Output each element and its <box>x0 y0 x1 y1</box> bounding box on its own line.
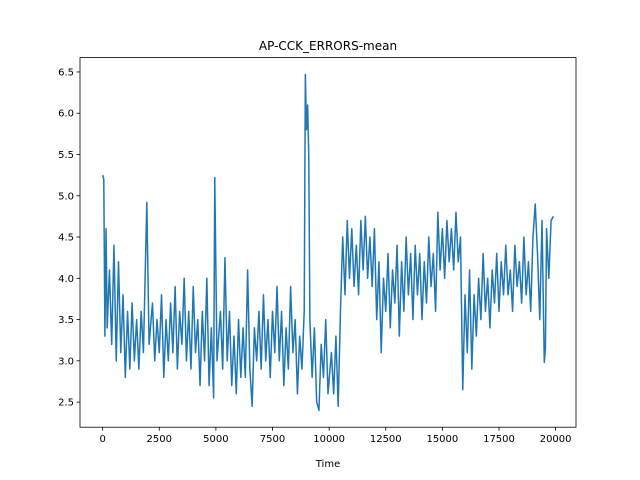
x-axis-label: Time <box>315 459 340 470</box>
y-tick-label: 4.5 <box>58 233 74 244</box>
x-tick-label: 5000 <box>203 434 228 445</box>
y-tick-label: 3.0 <box>58 356 74 367</box>
x-tick-label: 12500 <box>370 434 402 445</box>
x-tick-label: 15000 <box>426 434 458 445</box>
plot-frame <box>79 57 577 428</box>
chart-title: AP-CCK_ERRORS-mean <box>259 39 397 53</box>
x-tick-label: 0 <box>99 434 105 445</box>
x-tick-label: 20000 <box>540 434 572 445</box>
x-tick-label: 2500 <box>147 434 172 445</box>
y-tick-label: 3.5 <box>58 315 74 326</box>
x-tick-label: 7500 <box>260 434 285 445</box>
y-tick-label: 6.0 <box>58 109 74 120</box>
x-tick-label: 10000 <box>313 434 345 445</box>
data-line <box>101 73 555 412</box>
y-tick-label: 5.5 <box>58 150 74 161</box>
y-tick-label: 5.0 <box>58 191 74 202</box>
x-tick-label: 17500 <box>483 434 515 445</box>
y-tick-label: 4.0 <box>58 274 74 285</box>
y-tick-label: 6.5 <box>58 67 74 78</box>
y-tick-label: 2.5 <box>58 398 74 409</box>
